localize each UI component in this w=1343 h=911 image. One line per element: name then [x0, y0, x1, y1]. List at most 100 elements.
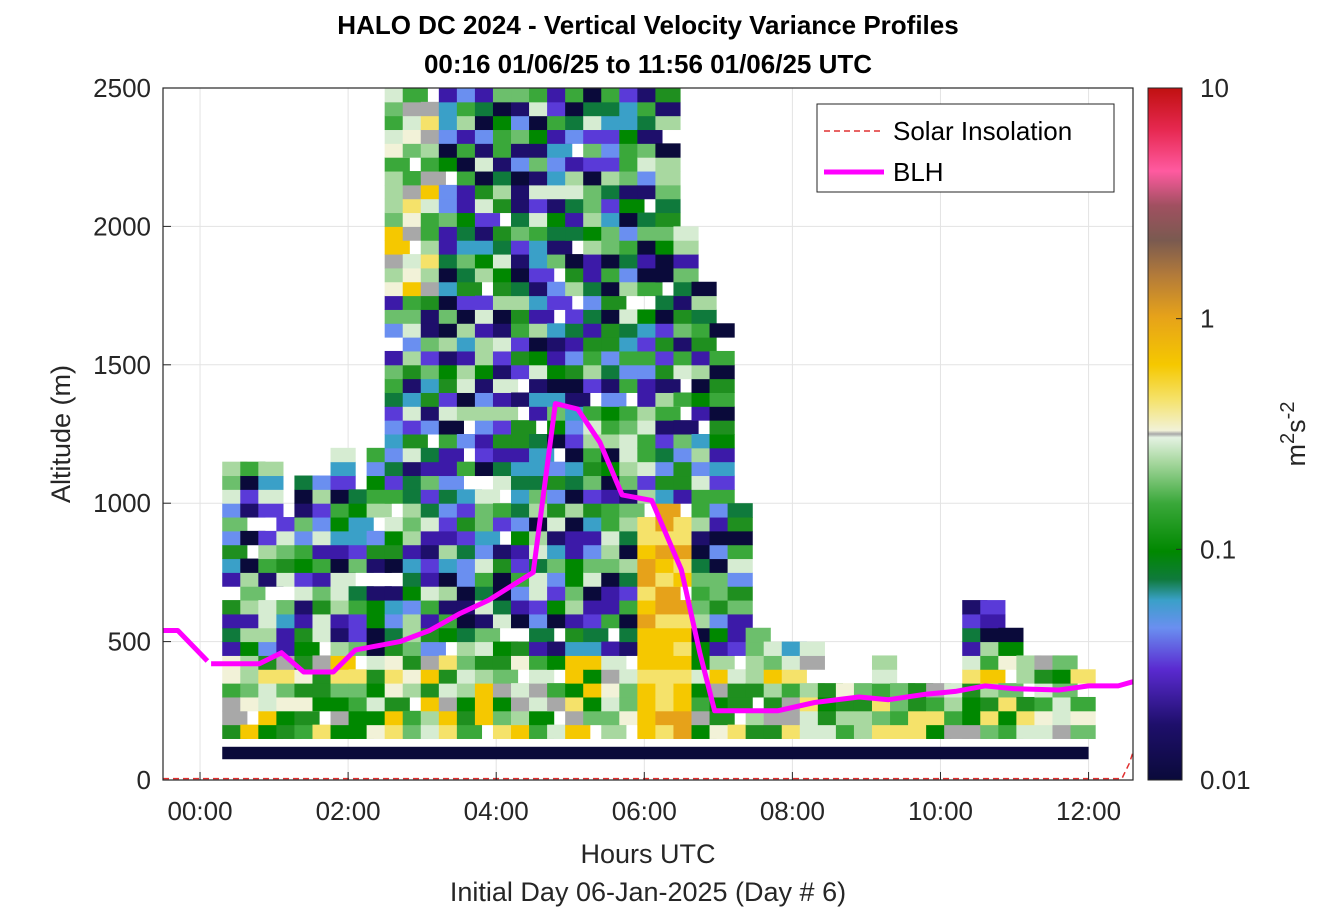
heatmap-cell [655, 101, 681, 117]
x-tick-label: 08:00 [760, 796, 825, 826]
heatmap-cell [673, 420, 699, 435]
heatmap-cell [330, 475, 356, 490]
heatmap-cell [492, 378, 519, 393]
chart-subtitle: 00:16 01/06/25 to 11:56 01/06/25 UTC [424, 49, 872, 79]
heatmap-cell [601, 655, 627, 670]
x-axis-sublabel: Initial Day 06-Jan-2025 (Day # 6) [450, 877, 846, 907]
heatmap-cell [691, 337, 717, 352]
colorbar-tick-label: 0.01 [1200, 765, 1251, 795]
heatmap-cell [655, 212, 681, 227]
heatmap-cell [456, 724, 483, 739]
heatmap-cell [529, 267, 555, 283]
colorbar-tick-label: 1 [1200, 304, 1214, 334]
legend: Solar Insolation BLH [816, 103, 1115, 193]
heatmap-cell [583, 627, 609, 643]
heatmap-cell [727, 696, 753, 712]
heatmap-cell [474, 530, 501, 546]
heatmap-cell [258, 503, 284, 518]
heatmap-cell [492, 406, 519, 421]
heatmap-cell [402, 434, 428, 449]
y-axis: 0 500 1000 1500 2000 2500 [93, 73, 171, 795]
heatmap-cells [222, 88, 1096, 760]
heatmap-cell [529, 669, 555, 684]
heatmap-cell [673, 226, 699, 241]
heatmap-cell [438, 447, 464, 463]
x-tick-label: 06:00 [612, 796, 677, 826]
heatmap-cell [420, 171, 446, 186]
heatmap-cell [258, 489, 284, 504]
y-tick-label: 2000 [93, 211, 151, 241]
heatmap-cell [655, 198, 681, 214]
heatmap-cell [565, 724, 591, 739]
heatmap-cell [709, 461, 735, 477]
heatmap-cell [1070, 696, 1096, 712]
heatmap-cell [330, 461, 356, 477]
heatmap-cell [420, 641, 446, 656]
colorbar: 0.01 0.1 1 10 m2s-2 [1147, 73, 1311, 795]
heatmap-cell [709, 420, 735, 435]
heatmap-cell [222, 517, 248, 532]
heatmap-cell [691, 309, 717, 324]
plot-area: 00:00 02:00 04:00 06:00 08:00 10:00 12:00 0 500… [93, 73, 1134, 826]
heatmap-cell [871, 655, 898, 670]
heatmap-cell [709, 434, 735, 449]
heatmap-cell [980, 600, 1006, 615]
heatmap-cell [709, 350, 735, 366]
heatmap-cell [980, 613, 1006, 629]
heatmap-cell [871, 669, 898, 684]
colorbar-ticks: 0.01 0.1 1 10 [1176, 73, 1251, 795]
colorbar-tick-label: 10 [1200, 73, 1229, 103]
heatmap-cell [474, 212, 501, 227]
heatmap-cell [601, 392, 627, 407]
x-tick-label: 10:00 [908, 796, 973, 826]
data-series [163, 401, 1134, 780]
noise-floor-band [222, 746, 1089, 760]
heatmap-cell [655, 143, 681, 158]
heatmap-cell [799, 655, 825, 670]
heatmap-cell [1070, 710, 1096, 726]
series-line-blh-start [163, 628, 210, 663]
series-line-solar-insolation [163, 752, 1134, 780]
x-axis: 00:00 02:00 04:00 06:00 08:00 10:00 12:00 [167, 772, 1121, 826]
heatmap-cell [1070, 724, 1096, 739]
heatmap-cell [709, 475, 735, 490]
heatmap-cell [330, 572, 356, 587]
heatmap-cell [709, 323, 735, 338]
heatmap-cell [727, 503, 753, 518]
heatmap-cell [655, 115, 681, 131]
heatmap-cell [601, 724, 627, 739]
heatmap-cell [529, 710, 555, 726]
heatmap-cell [709, 447, 735, 463]
heatmap-cell [727, 572, 753, 587]
heatmap-cell [529, 309, 555, 324]
heatmap-cell [691, 295, 717, 310]
x-axis-label: Hours UTC [580, 839, 715, 869]
heatmap-cell [655, 586, 681, 601]
heatmap-cell [384, 696, 410, 712]
heatmap-cell [492, 669, 519, 684]
heatmap-cell [619, 198, 645, 214]
colorbar-label: m2s-2 [1277, 402, 1311, 467]
heatmap-cell [601, 295, 627, 310]
heatmap-cell [655, 406, 681, 421]
heatmap-cell [547, 143, 573, 158]
heatmap-cell [366, 503, 392, 518]
heatmap-cell [691, 281, 717, 297]
heatmap-cell [709, 406, 735, 421]
heatmap-cell [258, 475, 284, 490]
heatmap-cell [745, 627, 771, 643]
heatmap-cell [384, 157, 410, 172]
legend-label-blh: BLH [893, 157, 944, 187]
heatmap-cell [402, 88, 428, 103]
heatmap-cell [547, 295, 573, 310]
heatmap-cell [709, 392, 735, 407]
x-tick-label: 12:00 [1056, 796, 1121, 826]
heatmap-cell [655, 88, 681, 103]
heatmap-cell [727, 544, 753, 560]
heatmap-cell [709, 655, 735, 670]
heatmap-cell [998, 641, 1024, 656]
heatmap-cell [655, 378, 681, 393]
plot-frame [162, 87, 1134, 781]
heatmap-cell [655, 157, 681, 172]
